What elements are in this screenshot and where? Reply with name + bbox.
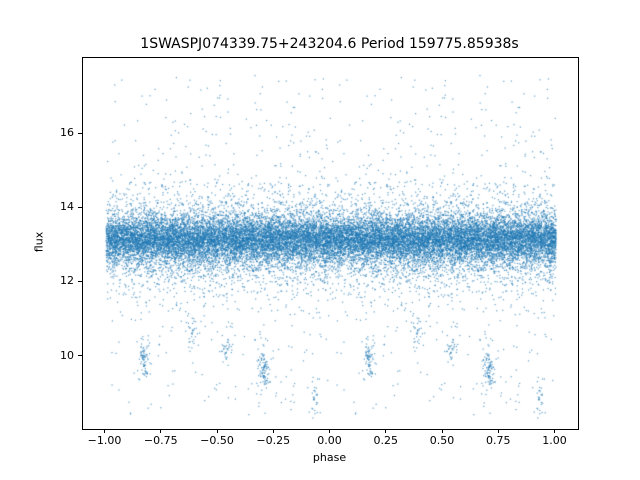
y-tick-label: 16 (60, 126, 74, 140)
y-tick-label: 14 (60, 200, 74, 214)
x-tick-mark (216, 429, 218, 433)
x-tick-mark (272, 429, 274, 433)
x-tick-mark (329, 429, 330, 433)
y-tick-mark (78, 280, 82, 282)
x-tick-label: −0.75 (143, 434, 178, 447)
x-tick-mark (385, 429, 387, 433)
y-tick-mark (78, 132, 82, 134)
x-tick-mark (497, 429, 499, 433)
x-tick-label: 0.50 (429, 434, 455, 447)
plot-title: 1SWASPJ074339.75+243204.6 Period 159775.… (140, 36, 519, 52)
x-tick-mark (441, 429, 443, 433)
x-tick-label: 0.75 (486, 434, 511, 447)
plot-area (82, 57, 579, 430)
x-tick-label: −0.25 (256, 434, 291, 447)
x-tick-label: −1.00 (87, 434, 122, 447)
x-tick-label: −0.50 (200, 434, 234, 447)
scatter-points-canvas (83, 58, 578, 429)
x-tick-mark (160, 429, 162, 433)
x-tick-mark (554, 429, 555, 433)
x-axis-label: phase (312, 451, 347, 464)
y-tick-mark (78, 355, 82, 357)
x-tick-label: 0.25 (373, 434, 399, 447)
y-axis-label: flux (32, 231, 46, 253)
x-tick-label: 0.00 (317, 434, 342, 447)
x-tick-mark (104, 429, 105, 433)
x-tick-label: 1.00 (542, 434, 567, 447)
y-tick-label: 10 (60, 348, 74, 362)
y-tick-mark (78, 206, 82, 208)
y-tick-label: 12 (60, 274, 74, 288)
